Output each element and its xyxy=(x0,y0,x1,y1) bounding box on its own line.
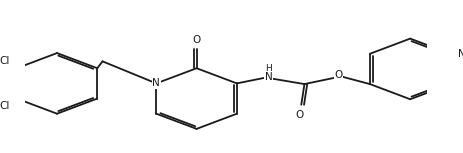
Text: Cl: Cl xyxy=(0,101,9,111)
Text: Cl: Cl xyxy=(0,56,9,66)
Text: O: O xyxy=(193,35,200,45)
Text: N: N xyxy=(152,78,160,88)
Text: H: H xyxy=(265,64,272,73)
Text: N: N xyxy=(458,49,463,59)
Text: N: N xyxy=(265,72,272,82)
Text: O: O xyxy=(334,70,342,80)
Text: O: O xyxy=(295,110,303,120)
